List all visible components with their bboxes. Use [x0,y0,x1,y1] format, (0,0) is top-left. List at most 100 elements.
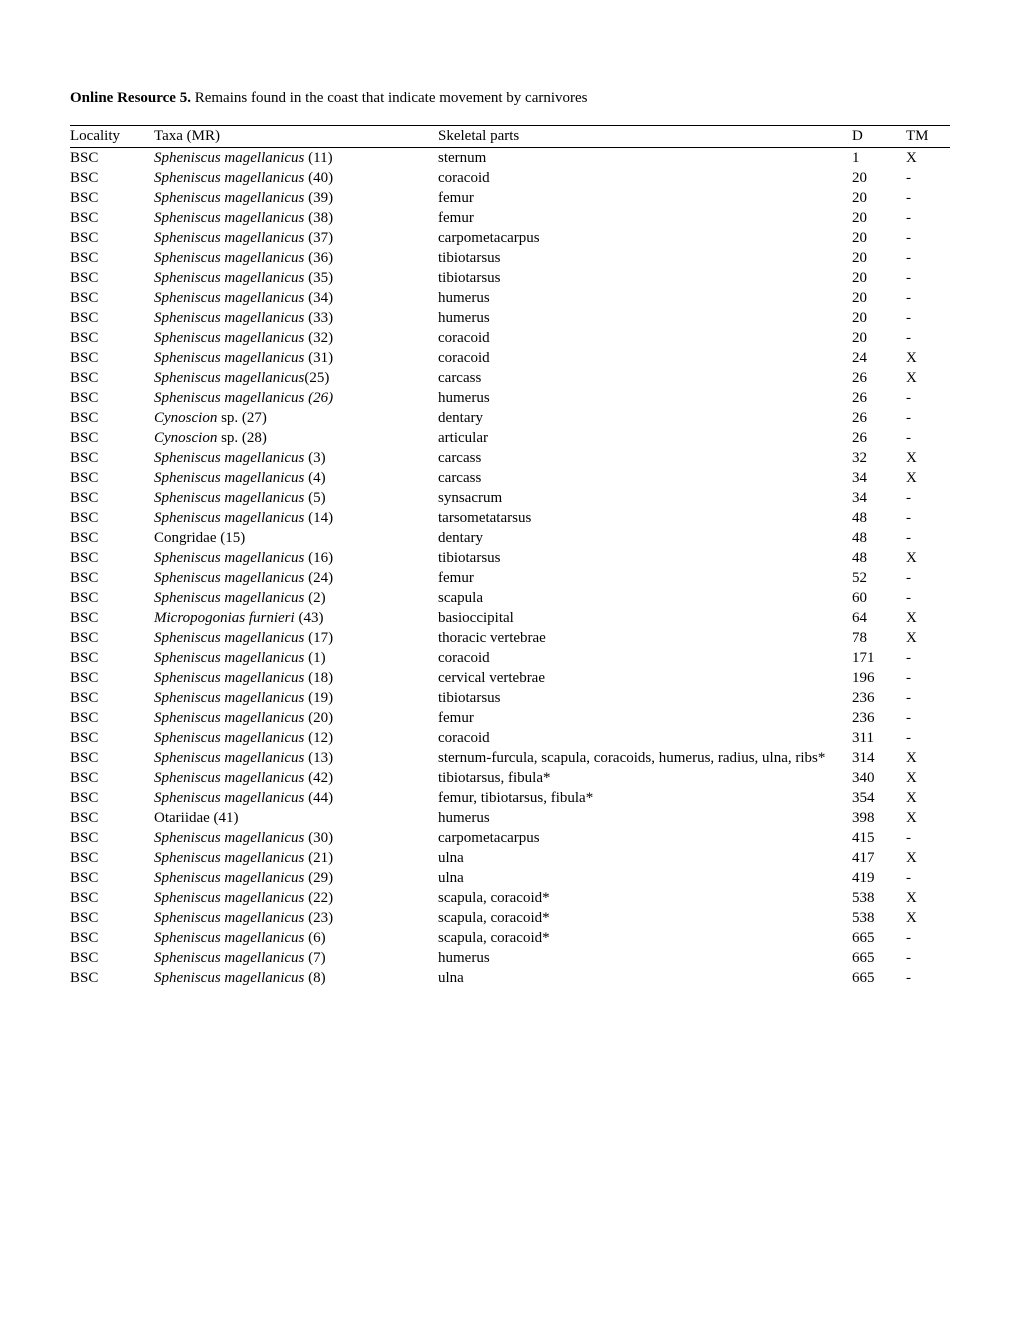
taxa-plain: (2) [304,590,325,606]
cell-d: 311 [852,728,906,748]
cell-locality: BSC [70,628,154,648]
table-row: BSCSpheniscus magellanicus (8)ulna665- [70,968,950,988]
cell-taxa: Spheniscus magellanicus (22) [154,888,438,908]
cell-locality: BSC [70,488,154,508]
taxa-italic: Spheniscus magellanicus [154,450,304,466]
taxa-italic: Spheniscus magellanicus [154,930,304,946]
taxa-plain: (43) [295,610,324,626]
cell-locality: BSC [70,208,154,228]
cell-tm: X [906,468,950,488]
taxa-italic: Spheniscus magellanicus [154,330,304,346]
cell-skeletal: femur, tibiotarsus, fibula* [438,788,852,808]
cell-skeletal: humerus [438,948,852,968]
cell-skeletal: coracoid [438,348,852,368]
cell-tm: X [906,848,950,868]
table-row: BSCSpheniscus magellanicus (29)ulna419- [70,868,950,888]
cell-locality: BSC [70,708,154,728]
cell-skeletal: tibiotarsus [438,688,852,708]
taxa-italic: Spheniscus magellanicus [154,270,304,286]
cell-skeletal: humerus [438,808,852,828]
table-row: BSCCynoscion sp. (27)dentary26- [70,408,950,428]
taxa-italic: Spheniscus magellanicus [154,470,304,486]
cell-locality: BSC [70,648,154,668]
taxa-plain: (29) [304,870,333,886]
header-locality: Locality [70,126,154,148]
cell-taxa: Spheniscus magellanicus (42) [154,768,438,788]
cell-taxa: Spheniscus magellanicus (38) [154,208,438,228]
cell-tm: - [906,948,950,968]
taxa-plain: (33) [304,310,333,326]
cell-tm: - [906,828,950,848]
cell-skeletal: carpometacarpus [438,828,852,848]
cell-taxa: Spheniscus magellanicus (2) [154,588,438,608]
table-row: BSCSpheniscus magellanicus (34)humerus20… [70,288,950,308]
cell-skeletal: femur [438,208,852,228]
cell-locality: BSC [70,368,154,388]
taxa-italic: Spheniscus magellanicus [154,310,304,326]
cell-d: 20 [852,288,906,308]
cell-locality: BSC [70,508,154,528]
taxa-plain: (17) [304,630,333,646]
cell-d: 20 [852,308,906,328]
cell-taxa: Spheniscus magellanicus (21) [154,848,438,868]
cell-taxa: Micropogonias furnieri (43) [154,608,438,628]
cell-d: 398 [852,808,906,828]
cell-locality: BSC [70,408,154,428]
cell-locality: BSC [70,228,154,248]
taxa-plain: (11) [304,150,332,166]
taxa-italic: Spheniscus magellanicus [154,490,304,506]
cell-taxa: Spheniscus magellanicus (32) [154,328,438,348]
cell-taxa: Cynoscion sp. (28) [154,428,438,448]
cell-taxa: Spheniscus magellanicus (23) [154,908,438,928]
cell-skeletal: tibiotarsus, fibula* [438,768,852,788]
table-row: BSCCongridae (15)dentary48- [70,528,950,548]
cell-taxa: Spheniscus magellanicus (11) [154,148,438,169]
table-row: BSCSpheniscus magellanicus (38)femur20- [70,208,950,228]
cell-skeletal: ulna [438,968,852,988]
header-tm: TM [906,126,950,148]
taxa-italic: Spheniscus magellanicus [154,730,304,746]
taxa-italic: Spheniscus magellanicus [154,750,304,766]
cell-d: 26 [852,388,906,408]
cell-skeletal: scapula, coracoid* [438,888,852,908]
cell-skeletal: scapula, coracoid* [438,928,852,948]
cell-d: 20 [852,208,906,228]
cell-locality: BSC [70,768,154,788]
table-row: BSCSpheniscus magellanicus (23)scapula, … [70,908,950,928]
cell-d: 665 [852,928,906,948]
taxa-italic: Spheniscus magellanicus [154,710,304,726]
taxa-plain: (36) [304,250,333,266]
taxa-italic: Spheniscus magellanicus [154,550,304,566]
table-row: BSCSpheniscus magellanicus (6)scapula, c… [70,928,950,948]
taxa-plain: (13) [304,750,333,766]
taxa-italic: Spheniscus magellanicus (26) [154,390,333,406]
table-row: BSCSpheniscus magellanicus (42)tibiotars… [70,768,950,788]
cell-d: 20 [852,248,906,268]
cell-tm: - [906,248,950,268]
cell-tm: - [906,568,950,588]
cell-tm: - [906,328,950,348]
cell-taxa: Spheniscus magellanicus (29) [154,868,438,888]
cell-tm: - [906,208,950,228]
cell-skeletal: tibiotarsus [438,548,852,568]
cell-d: 354 [852,788,906,808]
taxa-italic: Spheniscus magellanicus [154,590,304,606]
remains-table: Locality Taxa (MR) Skeletal parts D TM B… [70,125,950,988]
table-row: BSCCynoscion sp. (28)articular26- [70,428,950,448]
taxa-plain: (31) [304,350,333,366]
cell-skeletal: coracoid [438,168,852,188]
cell-locality: BSC [70,548,154,568]
taxa-plain: (38) [304,210,333,226]
cell-taxa: Spheniscus magellanicus (1) [154,648,438,668]
taxa-italic: Spheniscus magellanicus [154,690,304,706]
cell-skeletal: femur [438,188,852,208]
cell-skeletal: sternum-furcula, scapula, coracoids, hum… [438,748,852,768]
cell-tm: X [906,608,950,628]
taxa-plain: Congridae (15) [154,530,245,546]
cell-skeletal: articular [438,428,852,448]
cell-tm: - [906,168,950,188]
cell-taxa: Spheniscus magellanicus (37) [154,228,438,248]
table-row: BSCSpheniscus magellanicus (18)cervical … [70,668,950,688]
cell-tm: - [906,488,950,508]
cell-d: 26 [852,408,906,428]
